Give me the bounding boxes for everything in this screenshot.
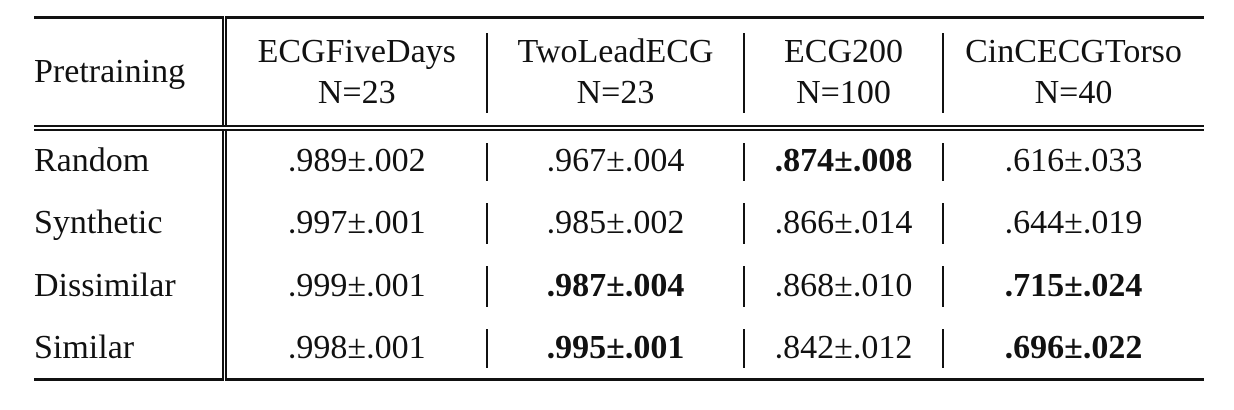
- table-cell: .715±.024: [942, 254, 1204, 317]
- header-ecgfivedays: ECGFiveDays N=23: [224, 16, 487, 131]
- table-header: Pretraining ECGFiveDays N=23 TwoLeadECG …: [34, 16, 1204, 131]
- table-cell: .997±.001: [287, 203, 426, 241]
- row-label: Dissimilar: [34, 253, 227, 317]
- row-label: Synthetic: [34, 190, 227, 254]
- header-cincecgtorso: CinCECGTorso N=40: [942, 16, 1204, 131]
- header-ecg200: ECG200 N=100: [743, 16, 943, 131]
- table-cell: .967±.004: [486, 128, 744, 191]
- column-name: TwoLeadECG: [517, 32, 714, 70]
- table-row-dissimilar: Dissimilar .999±.001 .987±.004 .868±.010…: [34, 253, 1204, 317]
- table-cell: .998±.001: [224, 316, 487, 381]
- header-row: Pretraining ECGFiveDays N=23 TwoLeadECG …: [34, 16, 1204, 131]
- header-pretraining: Pretraining: [34, 16, 227, 131]
- table-cell: .987±.004: [486, 254, 744, 317]
- column-n: N=100: [796, 73, 891, 111]
- row-label: Similar: [34, 316, 227, 381]
- table-row-random: Random .989±.002 .967±.004 .874±.008 .61…: [34, 127, 1204, 191]
- results-table-wrapper: Pretraining ECGFiveDays N=23 TwoLeadECG …: [34, 16, 1204, 381]
- column-name: ECG200: [784, 32, 903, 70]
- table-cell: .989±.002: [287, 142, 426, 179]
- column-n: N=40: [1034, 73, 1113, 111]
- row-label: Random: [34, 127, 227, 191]
- table-cell: .874±.008: [743, 128, 943, 191]
- column-name: ECGFiveDays: [257, 32, 456, 70]
- column-name: CinCECGTorso: [965, 32, 1182, 70]
- header-twoleadecg: TwoLeadECG N=23: [486, 16, 744, 131]
- table-cell: .985±.002: [486, 191, 744, 254]
- table-cell: .644±.019: [942, 191, 1204, 254]
- table-cell: .866±.014: [743, 191, 943, 254]
- table-body: Random .989±.002 .967±.004 .874±.008 .61…: [34, 127, 1204, 381]
- table-row-synthetic: Synthetic .997±.001 .985±.002 .866±.014 …: [34, 190, 1204, 254]
- table-cell: .868±.010: [743, 254, 943, 317]
- results-table: Pretraining ECGFiveDays N=23 TwoLeadECG …: [34, 16, 1204, 381]
- column-n: N=23: [576, 73, 655, 111]
- column-n: N=23: [317, 73, 396, 111]
- table-cell: .696±.022: [942, 316, 1204, 381]
- table-cell: .616±.033: [942, 128, 1204, 191]
- table-cell: .999±.001: [287, 266, 426, 304]
- table-cell: .995±.001: [486, 316, 744, 381]
- table-cell: .842±.012: [743, 316, 943, 381]
- table-row-similar: Similar .998±.001 .995±.001 .842±.012 .6…: [34, 316, 1204, 381]
